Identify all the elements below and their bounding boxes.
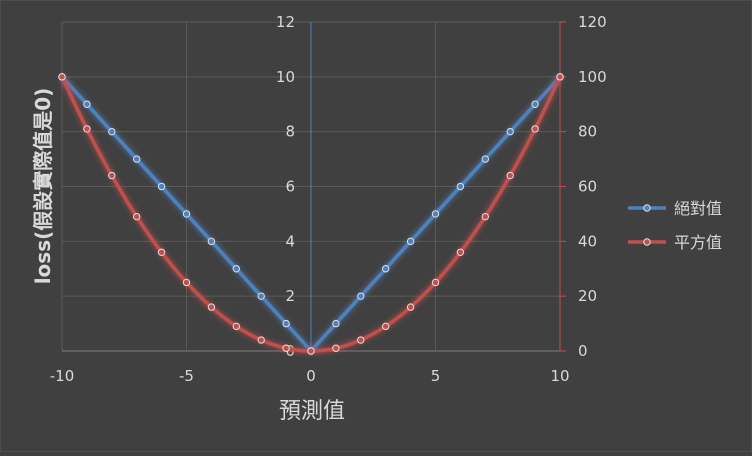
series-point-1 <box>232 265 241 273</box>
series-point-1 <box>506 127 514 136</box>
series-point-2 <box>382 322 390 331</box>
y-right-tick-label: 60 <box>578 178 597 196</box>
series-point-2 <box>332 344 340 352</box>
series-point-1 <box>133 155 141 163</box>
series-point-1 <box>207 237 216 246</box>
series-point-1 <box>83 100 91 108</box>
y-left-tick-label: 8 <box>285 123 295 141</box>
legend-label: 平方值 <box>674 233 722 252</box>
series-point-2 <box>431 278 440 287</box>
y-left-tick-label: 6 <box>285 178 295 196</box>
y-left-tick-label: 12 <box>276 13 295 31</box>
series-point-1 <box>531 100 539 108</box>
x-tick-label: 0 <box>306 367 316 385</box>
x-tick-label: -10 <box>50 367 75 385</box>
legend-label: 絕對值 <box>674 199 722 218</box>
y-left-tick-label: 0 <box>285 342 295 360</box>
series-point-2 <box>207 303 216 311</box>
series-point-1 <box>182 210 191 218</box>
series-point-1 <box>257 292 265 300</box>
series-point-2 <box>307 347 315 355</box>
x-axis-title: 預測值 <box>279 399 345 424</box>
series-point-2 <box>257 336 265 344</box>
series-point-2 <box>481 212 489 221</box>
series-point-1 <box>456 182 465 191</box>
y-right-tick-label: 120 <box>578 13 607 31</box>
series-point-2 <box>108 171 116 180</box>
axis-labels: 預測值 loss(假設實際值是0) <box>31 88 345 424</box>
series-point-2 <box>456 248 465 257</box>
x-tick-label: -5 <box>179 367 194 385</box>
series-point-2 <box>357 336 365 344</box>
series-point-1 <box>157 182 166 191</box>
series-point-1 <box>282 319 290 328</box>
y-axis-title: loss(假設實際值是0) <box>31 88 55 285</box>
y-right-tick-label: 80 <box>578 123 597 141</box>
series-point-2 <box>182 278 191 287</box>
series-point-2 <box>531 125 539 133</box>
legend-marker <box>643 238 651 246</box>
series-point-1 <box>431 210 440 218</box>
series-point-1 <box>481 155 489 163</box>
series <box>58 73 564 355</box>
series-point-2 <box>232 322 241 331</box>
y-right-tick-label: 100 <box>578 68 607 86</box>
x-tick-label: 5 <box>431 367 441 385</box>
x-tick-label: 10 <box>550 367 569 385</box>
series-point-1 <box>382 265 390 273</box>
series-point-1 <box>406 237 415 246</box>
series-point-2 <box>506 171 514 180</box>
series-point-2 <box>282 344 290 352</box>
y-left-tick-label: 10 <box>276 68 295 86</box>
series-point-2 <box>556 73 564 81</box>
y-left-tick-label: 4 <box>285 232 295 250</box>
y-right-tick-label: 20 <box>578 287 597 305</box>
series-point-2 <box>133 212 141 221</box>
legend-marker <box>643 204 651 212</box>
y-right-tick-label: 40 <box>578 232 597 250</box>
series-point-1 <box>332 319 340 328</box>
y-left-tick-label: 2 <box>285 287 295 305</box>
series-point-1 <box>108 127 116 136</box>
y-right-tick-label: 0 <box>578 342 588 360</box>
series-point-2 <box>157 248 166 257</box>
series-point-2 <box>406 303 415 311</box>
series-point-2 <box>83 125 91 133</box>
series-point-1 <box>357 292 365 300</box>
series-point-2 <box>58 73 66 81</box>
